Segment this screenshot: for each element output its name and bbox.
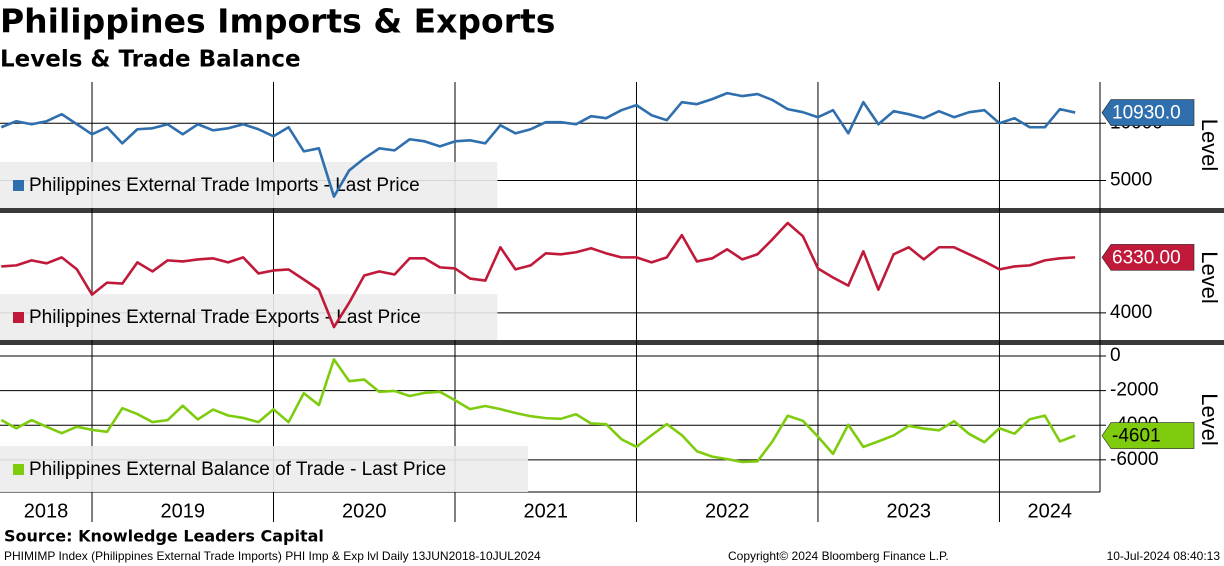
y-tick-label: 0 (1110, 345, 1121, 366)
panel-separator (0, 208, 1224, 213)
footer-right: 10-Jul-2024 08:40:13 (1107, 549, 1221, 563)
last-value-label: -4601 (1112, 426, 1161, 447)
y-tick-label: -2000 (1110, 380, 1159, 401)
legend-box (0, 294, 498, 340)
last-value-label: 6330.00 (1112, 247, 1181, 268)
source: Source: Knowledge Leaders Capital (4, 527, 324, 546)
legend-label: Philippines External Balance of Trade - … (29, 459, 446, 480)
chart-subtitle: Levels & Trade Balance (0, 47, 301, 73)
footer-left: PHIMIMP Index (Philippines External Trad… (4, 549, 541, 563)
y-tick-label: 5000 (1110, 170, 1152, 191)
legend-label: Philippines External Trade Exports - Las… (29, 307, 421, 328)
legend-label: Philippines External Trade Imports - Las… (29, 175, 420, 196)
x-tick-label: 2023 (886, 500, 931, 522)
x-tick-label: 2024 (1027, 500, 1072, 522)
last-value-marker (1101, 422, 1195, 449)
last-value-marker (1101, 244, 1195, 271)
last-value-label: 10930.0 (1112, 103, 1181, 124)
x-tick-label: 2022 (705, 500, 750, 522)
y-axis-label: Level (1197, 251, 1222, 304)
footer-center: Copyright© 2024 Bloomberg Finance L.P. (728, 549, 949, 563)
last-value-marker (1101, 99, 1195, 126)
x-tick-label: 2021 (523, 500, 568, 522)
x-tick-label: 2020 (342, 500, 387, 522)
y-tick-label: -6000 (1110, 449, 1159, 470)
x-tick-label: 2018 (24, 500, 69, 522)
series-line (1, 221, 1076, 329)
legend-swatch (13, 464, 24, 475)
legend-box (0, 446, 528, 492)
x-tick-label: 2019 (161, 500, 206, 522)
legend-swatch (13, 312, 24, 323)
series-line (0, 358, 1076, 464)
chart-title: Philippines Imports & Exports (0, 2, 555, 41)
legend-box (0, 162, 498, 208)
y-axis-label: Level (1197, 119, 1222, 172)
y-axis-label: Level (1197, 393, 1222, 446)
y-tick-label: 4000 (1110, 302, 1152, 323)
panel-separator (0, 340, 1224, 345)
legend-swatch (13, 180, 24, 191)
series-line (0, 91, 1076, 198)
